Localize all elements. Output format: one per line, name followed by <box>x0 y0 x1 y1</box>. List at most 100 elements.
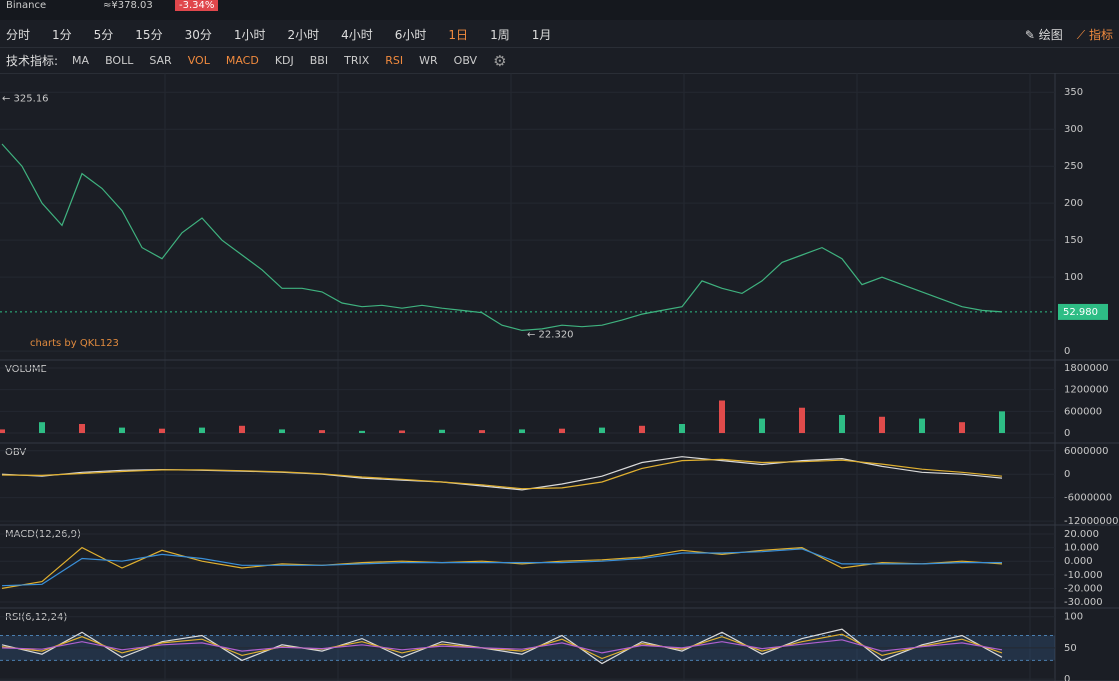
y-tick-label: 0 <box>1064 469 1070 480</box>
timeframe-tab[interactable]: 6小时 <box>394 28 427 42</box>
indicator-tab[interactable]: MA <box>72 54 90 67</box>
indicator-tab[interactable]: OBV <box>453 54 478 67</box>
panel-title: OBV <box>5 447 26 458</box>
volume-bar <box>159 428 165 434</box>
settings-icon[interactable]: ⚙ <box>493 51 507 70</box>
y-tick-label: 250 <box>1064 161 1083 172</box>
indicator-tab[interactable]: TRIX <box>344 54 370 67</box>
volume-bar <box>759 418 765 434</box>
panel-title: RSI(6,12,24) <box>5 612 67 623</box>
indicator-tab[interactable]: KDJ <box>274 54 294 67</box>
timeframe-tab[interactable]: 5分 <box>93 28 114 42</box>
ticker-bar: Binance ≈¥378.03 -3.34% <box>0 0 1119 20</box>
indicator-tab[interactable]: RSI <box>385 54 404 67</box>
volume-bar <box>799 407 805 434</box>
indicator-tab[interactable]: WR <box>419 54 438 67</box>
panel-title: VOLUME <box>5 364 47 375</box>
y-tick-label: 300 <box>1064 124 1083 135</box>
tool-label: 绘图 <box>1038 28 1063 42</box>
y-tick-label: -30.000 <box>1064 597 1103 608</box>
volume-bar <box>439 429 445 434</box>
y-tick-label: 600000 <box>1064 406 1102 417</box>
volume-bar <box>599 427 605 434</box>
chart: 0 100 150 200 250 300 350 ← 325.16 ← 22.320 52.98… <box>0 73 1119 681</box>
volume-bar <box>959 422 965 434</box>
tools: ✎ 绘图 ⟋ 指标 <box>1025 26 1113 43</box>
price: ≈¥378.03 <box>103 0 153 11</box>
y-tick-label: 0 <box>1064 674 1070 681</box>
indicator-tab[interactable]: SAR <box>149 54 172 67</box>
y-tick-label: 200 <box>1064 198 1083 209</box>
y-tick-label: 100 <box>1064 612 1083 623</box>
price-annotation: ← 325.16 <box>2 94 49 105</box>
indicator-bar: 技术指标: MA BOLL SAR VOL MACD KDJ BBI TRIX RSI WR OBV… <box>0 48 1119 74</box>
volume-bar <box>279 429 285 434</box>
timeframe-tab[interactable]: 30分 <box>184 28 212 42</box>
series-line <box>1 633 1003 660</box>
volume-bar <box>679 423 685 434</box>
last-price-tag <box>1058 303 1108 320</box>
volume-bar <box>719 400 725 434</box>
timeframe-tab[interactable]: 1月 <box>531 28 552 42</box>
price-annotation: ← 22.320 <box>527 330 574 341</box>
y-tick-label: 1800000 <box>1064 363 1109 374</box>
y-tick-label: 100 <box>1064 272 1083 283</box>
volume-bar <box>919 418 925 434</box>
volume-bar <box>879 416 885 434</box>
volume-bar <box>0 429 5 434</box>
indicator-tab[interactable]: BOLL <box>105 54 134 67</box>
indicator-tab[interactable]: BBI <box>309 54 329 67</box>
volume-bar <box>479 430 485 434</box>
y-tick-label: 150 <box>1064 235 1083 246</box>
series-line <box>1 458 1003 490</box>
timeframe-tab[interactable]: 1周 <box>490 28 510 42</box>
y-tick-label: 0.000 <box>1064 556 1093 567</box>
indicator-tool[interactable]: ⟋ 指标 <box>1076 28 1113 42</box>
y-tick-label: -6000000 <box>1064 493 1112 504</box>
draw-tool[interactable]: ✎ 绘图 <box>1024 28 1063 42</box>
y-tick-label: 1200000 <box>1064 385 1109 396</box>
volume-bar <box>39 422 45 434</box>
watermark: charts by QKL123 <box>30 338 119 349</box>
volume-bar <box>119 427 125 434</box>
volume-bar <box>199 427 205 434</box>
y-tick-label: 350 <box>1064 87 1083 98</box>
timeframe-tab[interactable]: 1小时 <box>233 28 266 42</box>
timeframe-tab[interactable]: 1日 <box>448 28 469 42</box>
volume-bar <box>399 430 405 434</box>
volume-bar <box>79 423 85 434</box>
y-tick-label: 0 <box>1064 428 1070 439</box>
timeframe-tab[interactable]: 4小时 <box>341 28 373 42</box>
indicator-tab[interactable]: VOL <box>187 54 210 67</box>
timeframe-tab[interactable]: 1分 <box>52 28 72 42</box>
last-price-label: 52.980 <box>1063 307 1098 318</box>
volume-bar <box>999 411 1005 434</box>
y-tick-label: -12000000 <box>1064 516 1119 527</box>
y-tick-label: 20.000 <box>1064 529 1099 540</box>
timeframe-bar: 分时 1分 5分 15分 30分 1小时 2小时 4小时 6小时 1日 1周 1月 <box>0 22 1119 48</box>
timeframe-tab[interactable]: 15分 <box>135 28 163 42</box>
y-tick-label: 0 <box>1064 346 1070 357</box>
y-tick-label: -20.000 <box>1064 583 1103 594</box>
volume-bar <box>519 429 525 434</box>
volume-bar <box>359 430 365 434</box>
volume-bar <box>319 430 325 434</box>
volume-bar <box>559 428 565 434</box>
series-line <box>1 548 1002 587</box>
y-tick-label: 10.000 <box>1064 543 1099 554</box>
timeframe-tab[interactable]: 2小时 <box>287 28 320 42</box>
tool-label: 指标 <box>1088 28 1113 42</box>
volume-bar <box>639 425 645 434</box>
timeframe-tab[interactable]: 分时 <box>6 28 31 42</box>
y-tick-label: 50 <box>1064 643 1077 654</box>
series-line <box>1 143 1003 332</box>
series-line <box>1 628 1003 665</box>
volume-bar <box>839 414 845 434</box>
series-line <box>1 639 1003 654</box>
y-tick-label: -10.000 <box>1064 570 1103 581</box>
panel-title: MACD(12,26,9) <box>5 529 81 540</box>
series-line <box>1 546 1003 589</box>
y-tick-label: 6000000 <box>1064 446 1109 457</box>
indicator-tab[interactable]: MACD <box>225 54 259 67</box>
